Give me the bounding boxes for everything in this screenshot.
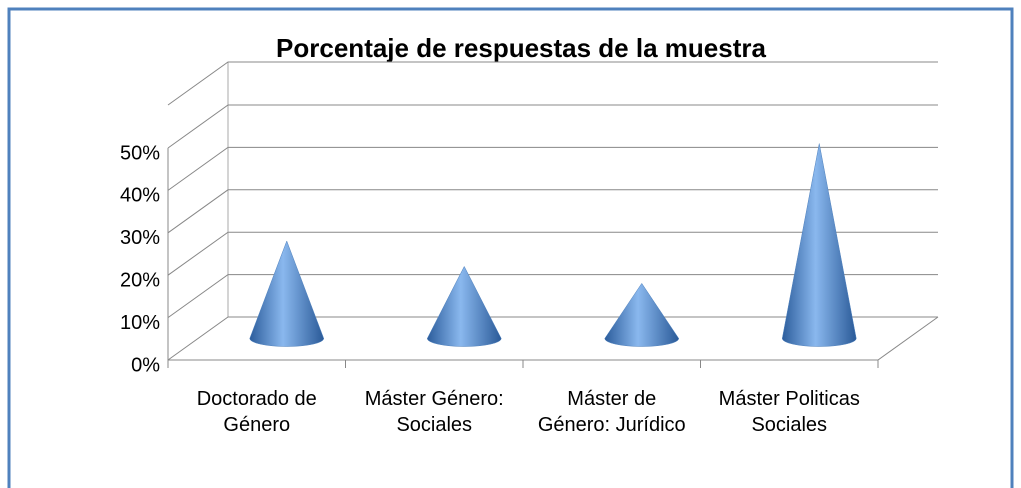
chart-title: Porcentaje de respuestas de la muestra	[276, 33, 766, 63]
cone	[426, 265, 502, 347]
wall-top	[167, 61, 938, 106]
x-tick-label: Máster Politicas Sociales	[718, 388, 860, 436]
frame	[7, 7, 1014, 488]
x-tick-label: Máster Género: Sociales	[364, 388, 504, 436]
cone	[249, 240, 325, 347]
grid-line	[167, 189, 938, 234]
y-tick-label: 20%	[120, 269, 160, 291]
grid-line	[167, 104, 938, 149]
y-tick-label: 0%	[131, 354, 160, 376]
x-tick-label: Doctorado de Género	[196, 388, 317, 436]
grid-line	[167, 274, 938, 319]
y-tick-label: 30%	[120, 227, 160, 249]
grid-line	[167, 146, 938, 191]
y-tick-label: 10%	[120, 312, 160, 334]
y-tick-label: 40%	[120, 185, 160, 207]
cone	[604, 282, 680, 347]
y-tick-label: 50%	[120, 142, 160, 164]
cone	[781, 143, 857, 347]
x-tick-label: Máster de Género: Jurídico	[537, 388, 686, 436]
grid-line	[167, 316, 938, 361]
grid-line	[167, 231, 938, 276]
